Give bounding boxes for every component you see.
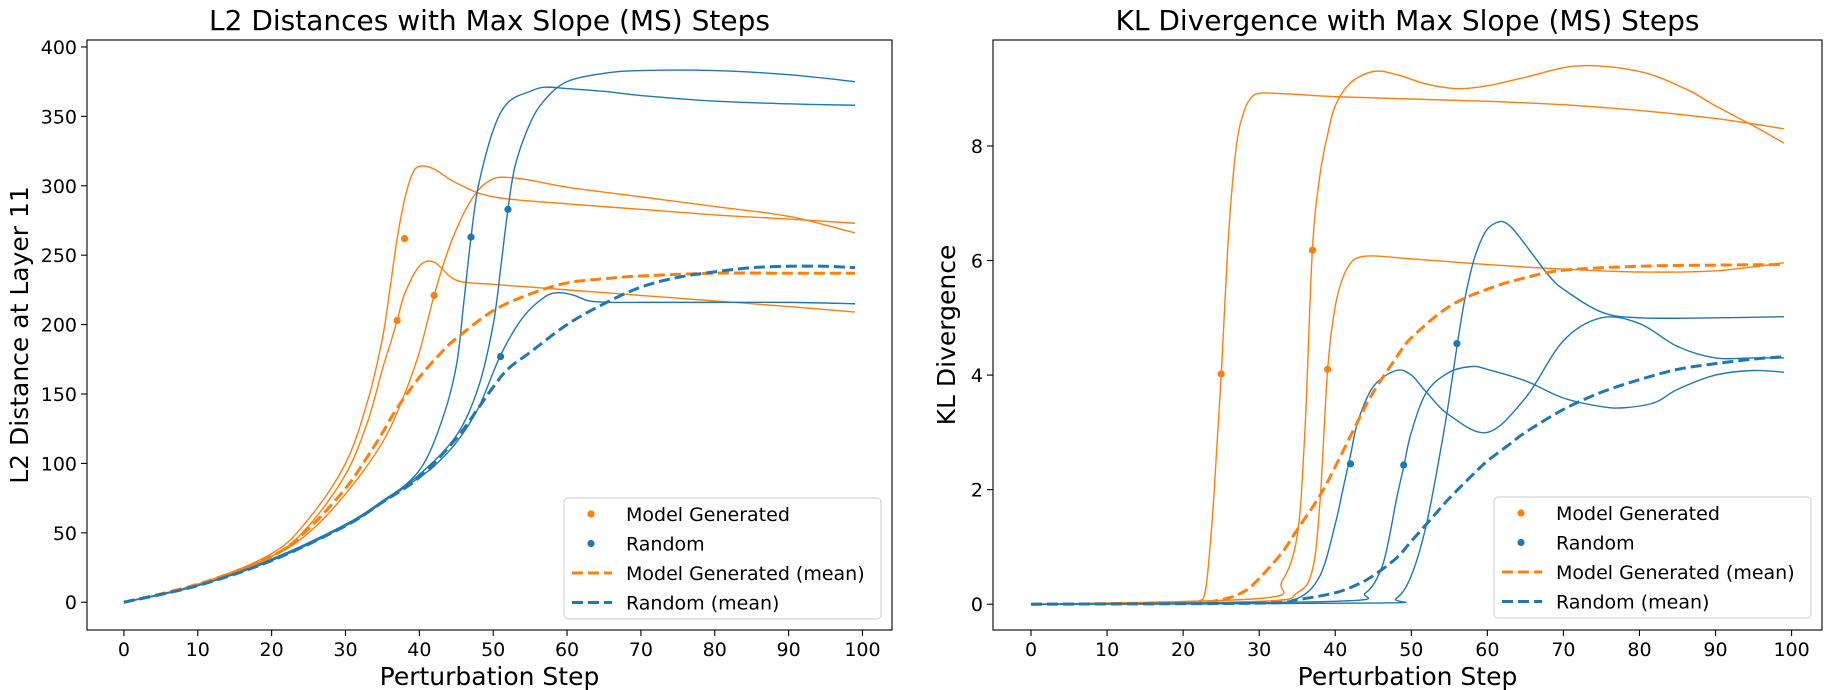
random-mean-line (1031, 355, 1785, 606)
model-generated-run-line (123, 176, 856, 603)
random-run-line (1031, 316, 1784, 605)
x-tick-label: 100 (844, 639, 880, 661)
x-tick-label: 70 (629, 639, 653, 661)
y-tick-label: 100 (41, 453, 77, 475)
x-tick-label: 40 (407, 639, 431, 661)
y-tick-label: 2 (971, 480, 983, 502)
y-tick-label: 8 (971, 136, 983, 158)
x-tick-label: 90 (777, 639, 801, 661)
x-tick-label: 30 (333, 639, 357, 661)
model-generated-ms-point (1217, 370, 1225, 378)
x-tick-label: 0 (1025, 639, 1037, 661)
model-generated-ms-point (1324, 365, 1332, 373)
x-tick-label: 80 (703, 639, 727, 661)
legend-marker (587, 510, 595, 518)
model-generated-ms-point (1308, 246, 1317, 254)
x-tick-label: 90 (1703, 639, 1727, 661)
plot-lines (123, 69, 856, 604)
random-ms-point (1453, 339, 1461, 348)
y-tick-label: 200 (41, 315, 77, 337)
legend-label: Random (626, 534, 705, 556)
legend-label: Random (1556, 533, 1635, 555)
chart-kl-divergence: KL Divergence with Max Slope (MS) Steps 0… (932, 4, 1823, 690)
x-tick-label: 80 (1627, 639, 1651, 661)
legend-box (563, 497, 882, 620)
model-generated-mean-line (123, 271, 856, 604)
legend-marker (1517, 538, 1525, 547)
random-run-line (1031, 220, 1784, 605)
legend-label: Model Generated (1556, 503, 1720, 525)
y-tick-label: 4 (971, 365, 983, 387)
axes-frame (992, 39, 1823, 631)
y-tick-label: 350 (41, 106, 77, 128)
x-tick-label: 100 (1773, 639, 1809, 661)
x-tick-label: 70 (1551, 639, 1575, 661)
legend: Model Generated Random Model Generated (me… (563, 497, 882, 620)
chart-title: KL Divergence with Max Slope (MS) Steps (1116, 4, 1700, 37)
model-generated-run-line (123, 260, 856, 603)
y-axis-label: L2 Distance at Layer 11 (5, 186, 34, 484)
random-run-line (1031, 365, 1785, 605)
legend-label: Random (mean) (626, 593, 779, 615)
legend-marker (1517, 509, 1525, 517)
y-tick-label: 250 (41, 245, 77, 267)
y-tick-label: 400 (41, 37, 77, 59)
y-tick-label: 0 (65, 592, 77, 614)
legend-label: Model Generated (mean) (626, 563, 865, 585)
random-ms-point (504, 205, 512, 213)
random-ms-point (1400, 461, 1408, 469)
model-generated-ms-point (430, 291, 438, 300)
x-tick-label: 10 (186, 639, 210, 661)
y-tick-label: 300 (41, 176, 77, 198)
legend-marker (587, 539, 595, 548)
legend-label: Random (mean) (1556, 592, 1709, 614)
model-generated-mean-line (1031, 263, 1784, 606)
y-tick-label: 150 (41, 384, 77, 406)
legend-label: Model Generated (mean) (1556, 562, 1795, 584)
x-tick-label: 10 (1095, 639, 1119, 661)
legend: Model Generated Random Model Generated (me… (1493, 496, 1812, 619)
chart-title: L2 Distances with Max Slope (MS) Steps (209, 4, 770, 37)
x-tick-label: 50 (481, 639, 505, 661)
model-generated-ms-point (400, 234, 409, 243)
x-tick-label: 60 (1475, 639, 1499, 661)
x-tick-label: 20 (1171, 639, 1195, 661)
plot-lines (1031, 64, 1785, 606)
y-axis-label: KL Divergence (932, 245, 961, 426)
y-tick-label: 0 (971, 594, 983, 616)
legend-label: Model Generated (626, 504, 790, 526)
random-ms-point (1346, 460, 1355, 468)
x-tick-label: 20 (260, 639, 284, 661)
random-run-line (123, 86, 856, 603)
axes-frame (86, 39, 893, 631)
x-tick-label: 0 (118, 639, 130, 661)
x-tick-label: 60 (555, 639, 579, 661)
y-tick-label: 6 (971, 251, 983, 273)
legend-box (1493, 496, 1812, 619)
model-generated-run-line (123, 165, 856, 603)
x-axis-label: Perturbation Step (380, 662, 600, 690)
x-tick-label: 30 (1247, 639, 1271, 661)
chart-l2-distances: L2 Distances with Max Slope (MS) Steps 0 1… (5, 4, 893, 690)
random-mean-line (123, 264, 856, 604)
y-tick-label: 50 (53, 523, 77, 545)
x-axis-label: Perturbation Step (1298, 662, 1518, 690)
model-generated-ms-point (393, 316, 401, 325)
model-generated-run-line (1031, 92, 1785, 605)
model-generated-run-line (1031, 64, 1785, 605)
x-tick-label: 40 (1323, 639, 1347, 661)
random-ms-point (467, 233, 475, 241)
random-ms-point (496, 352, 505, 361)
x-tick-label: 50 (1399, 639, 1423, 661)
